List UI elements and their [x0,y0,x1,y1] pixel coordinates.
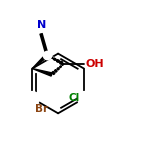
Polygon shape [32,54,48,69]
Polygon shape [47,55,49,56]
Polygon shape [32,69,52,76]
Text: Br: Br [35,104,48,114]
Polygon shape [53,58,56,60]
Polygon shape [60,61,63,64]
Polygon shape [60,66,62,68]
Text: N: N [37,21,46,31]
Polygon shape [57,68,59,70]
Polygon shape [50,56,53,58]
Polygon shape [54,69,57,72]
Text: OH: OH [86,59,105,69]
Polygon shape [52,71,55,75]
Polygon shape [57,60,59,62]
Text: Cl: Cl [68,93,79,103]
Polygon shape [62,64,64,65]
